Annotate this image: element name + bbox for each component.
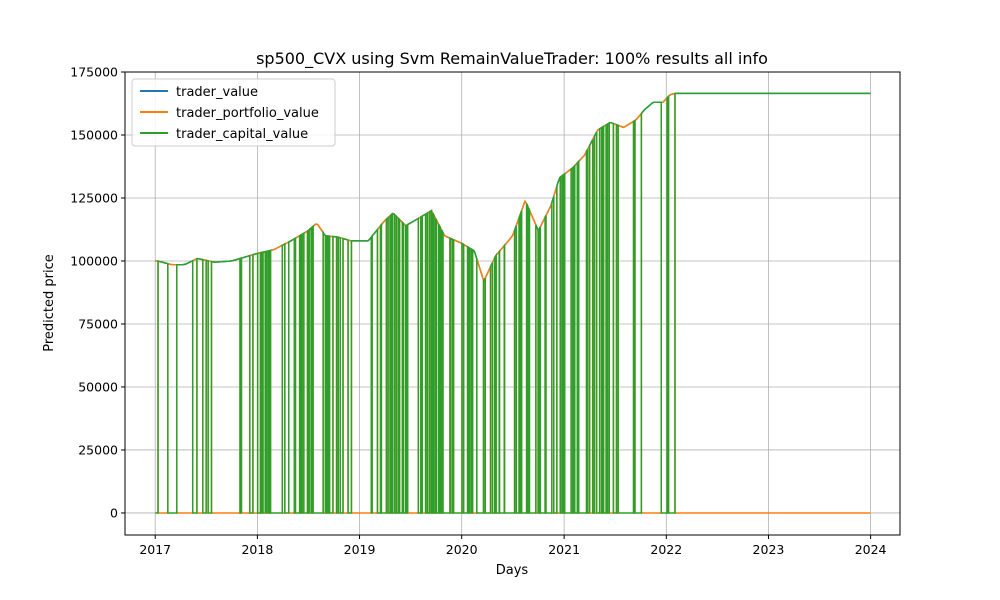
legend-label-trader-capital-value: trader_capital_value [176, 127, 308, 142]
legend-label-trader-value: trader_value [176, 85, 258, 100]
y-tick-label: 50000 [78, 379, 118, 394]
y-tick-label: 75000 [78, 316, 118, 331]
x-tick-label: 2022 [650, 542, 682, 557]
y-axis: 0 25000 50000 75000 100000 125000 150000 175000 [70, 65, 125, 520]
x-tick-label: 2023 [753, 542, 785, 557]
x-tick-label: 2021 [548, 542, 580, 557]
series-line-trader-capital-value [155, 92, 871, 514]
series-layer [155, 92, 871, 514]
x-tick-label: 2018 [241, 542, 273, 557]
legend-box [131, 78, 336, 147]
x-tick-label: 2024 [855, 542, 887, 557]
y-tick-label: 150000 [70, 127, 118, 142]
legend: trader_value trader_portfolio_value trad… [131, 78, 336, 147]
plot-frame [124, 71, 901, 536]
x-tick-label: 2019 [344, 542, 376, 557]
y-tick-label: 100000 [70, 253, 118, 268]
y-tick-label: 0 [110, 505, 118, 520]
y-tick-label: 175000 [70, 65, 118, 80]
x-axis: 2017 2018 2019 2020 2021 2022 2023 2024 [139, 535, 887, 557]
x-axis-label: Days [496, 563, 529, 578]
legend-label-trader-portfolio-value: trader_portfolio_value [176, 106, 319, 121]
chart-title: sp500_CVX using Svm RemainValueTrader: 1… [256, 49, 768, 69]
y-tick-label: 25000 [78, 442, 118, 457]
x-tick-label: 2020 [446, 542, 478, 557]
y-tick-label: 125000 [70, 190, 118, 205]
x-tick-label: 2017 [139, 542, 171, 557]
y-axis-label: Predicted price [42, 254, 57, 352]
